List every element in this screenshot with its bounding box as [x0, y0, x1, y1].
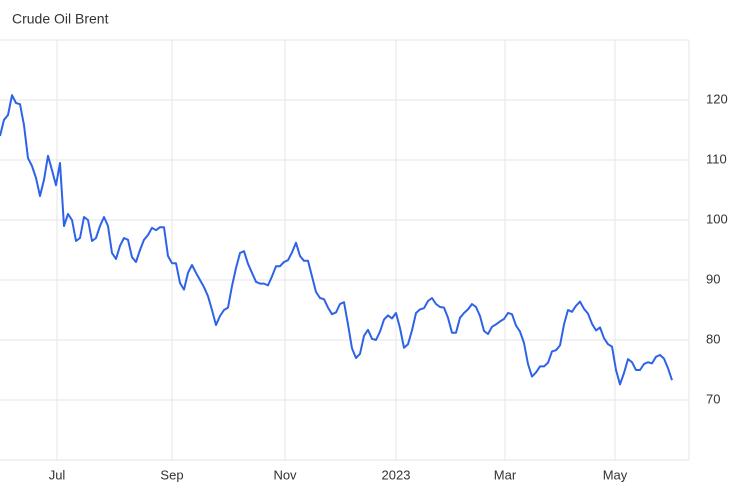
x-tick-label: Jul [49, 467, 66, 482]
y-tick-label: 90 [706, 271, 720, 286]
x-tick-label: 2023 [382, 467, 411, 482]
price-line [0, 94, 673, 386]
y-tick-label: 70 [706, 391, 720, 406]
x-tick-label: Nov [273, 467, 297, 482]
y-tick-label: 100 [706, 211, 728, 226]
x-tick-label: Sep [160, 467, 183, 482]
chart-title: Crude Oil Brent [12, 11, 109, 27]
y-tick-label: 120 [706, 91, 728, 106]
x-tick-label: Mar [494, 467, 517, 482]
y-tick-label: 80 [706, 331, 720, 346]
y-tick-label: 110 [706, 151, 727, 166]
x-tick-label: May [603, 467, 628, 482]
